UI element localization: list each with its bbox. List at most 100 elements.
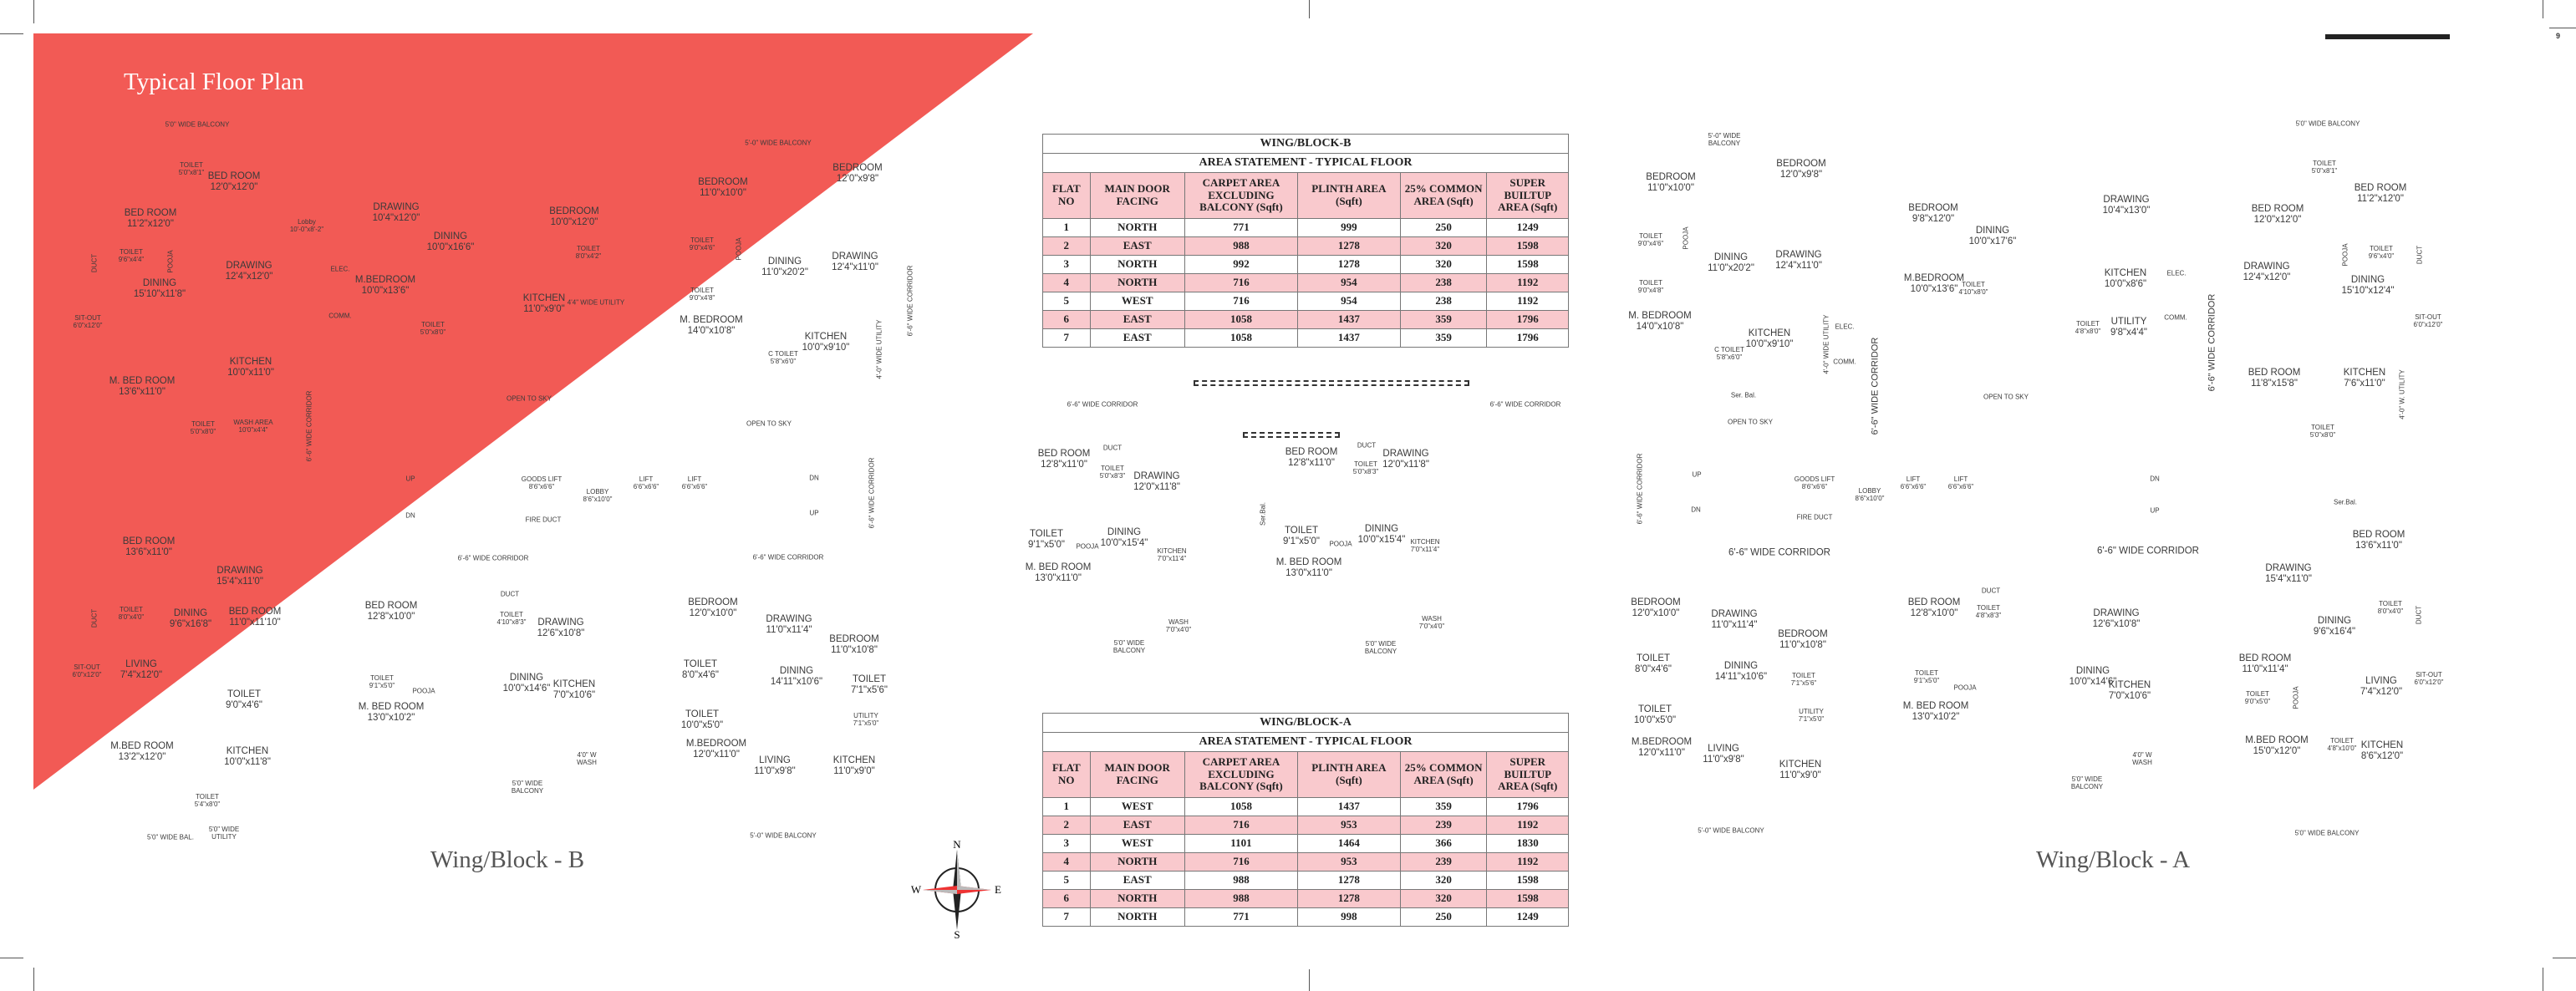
- room-dimension: 6'6"x6'6": [1900, 483, 1927, 490]
- room-name: UTILITY: [1799, 707, 1824, 715]
- table-cell: 999: [1297, 218, 1401, 237]
- room-label: 5'-0" WIDE BALCONY: [1698, 826, 1764, 834]
- table-title: WING/BLOCK-A: [1042, 713, 1569, 733]
- room-name: M. BED ROOM: [109, 375, 176, 386]
- room-label: TOILET 10'0"x5'0": [681, 709, 723, 731]
- room-name: DRAWING: [1382, 448, 1429, 459]
- room-dimension: 7'1"x5'6": [851, 685, 888, 695]
- room-dimension: 6'0"x12'0": [2413, 321, 2443, 328]
- room-name: WASH: [1168, 617, 1189, 626]
- room-name: BED ROOM: [228, 606, 282, 617]
- table-title: WING/BLOCK-B: [1042, 134, 1569, 154]
- room-dimension: 10'0"x12'0": [550, 217, 598, 227]
- room-dimension: 9'0"x4'8": [689, 294, 715, 302]
- room-label: BED ROOM 12'0"x12'0": [2252, 204, 2304, 226]
- room-name: KITCHEN: [1157, 546, 1187, 555]
- room-label: TOILET 9'6"x4'0": [2369, 245, 2395, 260]
- room-name: SIT-OUT: [2415, 313, 2441, 321]
- room-dimension: 6'6"x6'6": [1947, 483, 1974, 490]
- table-cell: 359: [1399, 797, 1488, 816]
- room-name: 5'0" WIDE: [512, 779, 543, 787]
- room-name: LIVING: [125, 658, 157, 669]
- room-name: COMM.: [1833, 358, 1856, 366]
- room-label: BEDROOM 12'0"x10'0": [1631, 597, 1680, 619]
- room-label: WASH AREA 10'0"x4'4": [233, 419, 272, 434]
- room-label: DUCT: [1103, 444, 1122, 451]
- room-label: 5'0" WIDE BALCONY: [1113, 639, 1145, 654]
- room-dimension: 12'0"x10'0": [689, 608, 737, 618]
- room-name: TOILET: [1962, 280, 1985, 288]
- room-dimension: 11'0"x9'0": [1779, 770, 1821, 780]
- room-name: BED ROOM: [124, 207, 177, 218]
- room-name: KITCHEN: [229, 356, 272, 367]
- room-label: 4'0" W WASH: [577, 751, 597, 766]
- table-cell: 320: [1399, 871, 1488, 890]
- room-label: POOJA: [412, 687, 435, 694]
- table-row: 6 NORTH 988 1278 320 1598: [1042, 889, 1569, 908]
- room-name: 5'0" WIDE BALCONY: [2294, 829, 2360, 837]
- table-cell: 1249: [1486, 907, 1569, 927]
- room-name: 4'-0" WIDE UTILITY: [875, 319, 883, 379]
- room-dimension: 7'0"x4'0": [1418, 623, 1445, 630]
- room-label: 5'0" WIDE BALCONY: [512, 780, 543, 795]
- room-dimension: 12'8"x11'0": [1288, 458, 1335, 468]
- room-dimension: 11'0"x10'8": [1779, 640, 1826, 650]
- room-label: POOJA: [2292, 686, 2299, 709]
- column-header: CARPET AREA EXCLUDING BALCONY (Sqft): [1184, 172, 1299, 219]
- room-label: TOILET 5'0"x8'0": [2310, 424, 2336, 439]
- room-dimension: 7'1"x5'6": [1790, 679, 1817, 687]
- room-label: 6'-6" WIDE CORRIDOR: [1490, 400, 1561, 408]
- table-cell: 250: [1399, 218, 1488, 237]
- room-dimension: 12'6"x10'8": [537, 628, 585, 638]
- column-header: FLAT NO: [1042, 172, 1091, 219]
- room-label: BEDROOM 12'0"x9'8": [1776, 159, 1825, 180]
- room-name: LIVING: [2365, 675, 2397, 686]
- room-name: M. BED ROOM: [1275, 556, 1342, 567]
- column-header: FLAT NO: [1042, 751, 1091, 798]
- room-dimension: 9'6"x4'0": [2368, 252, 2395, 260]
- table-cell: 1598: [1486, 255, 1569, 274]
- room-dimension: 6'0"x12'0": [73, 322, 103, 329]
- room-name: ELEC.: [2166, 269, 2187, 277]
- table-cell: 771: [1184, 907, 1299, 927]
- room-label: DINING 14'11"x10'6": [771, 666, 822, 688]
- room-dimension: 7'4"x12'0": [120, 670, 163, 680]
- room-dimension: 10'0"x4'4": [238, 426, 268, 434]
- room-name: DINING: [2350, 274, 2385, 285]
- room-label: DUCT: [501, 590, 519, 597]
- room-label: LOBBY 8'6"x10'0": [1856, 487, 1885, 502]
- room-label: TOILET 9'1"x5'0": [1028, 529, 1065, 551]
- room-label: SIT-OUT 6'0"x12'0": [73, 663, 102, 678]
- room-dimension: 12'0"x11'0": [693, 750, 740, 760]
- room-label: 6'-6" WIDE CORRIDOR: [1067, 400, 1138, 408]
- room-label: DINING 10'0"x14'6": [2069, 666, 2117, 688]
- room-label: DUCT: [2415, 606, 2422, 624]
- room-name: TOILET: [1639, 231, 1662, 240]
- room-label: SIT-OUT 6'0"x12'0": [74, 314, 103, 329]
- room-name: FIRE DUCT: [525, 516, 562, 524]
- table-cell: EAST: [1089, 816, 1185, 835]
- room-name: 5'0" WIDE BALCONY: [165, 120, 230, 129]
- room-name: Ser.Bal.: [1259, 501, 1267, 526]
- room-label: TOILET 4'10"x8'0": [1959, 281, 1988, 296]
- room-dimension: 8'6"x6'6": [528, 483, 555, 490]
- room-label: TOILET 4'8"x8'3": [1976, 604, 2002, 619]
- room-name: TOILET: [1915, 668, 1938, 677]
- room-name: BED ROOM: [207, 170, 261, 181]
- room-dimension: 10'0"x9'10": [1745, 339, 1794, 349]
- room-name: OPEN TO SKY: [507, 394, 552, 403]
- room-dimension: 8'0"x4'6": [682, 670, 719, 680]
- room-name: ELEC.: [330, 265, 350, 273]
- room-label: 4'-0" W. UTILITY: [2398, 369, 2405, 419]
- room-name: 6'-6" WIDE CORRIDOR: [457, 554, 529, 562]
- room-label: 6'-6" WIDE CORRIDOR: [305, 391, 313, 462]
- room-name: POOJA: [2341, 243, 2349, 267]
- room-label: LIFT 6'6"x6'6": [1948, 475, 1974, 490]
- room-label: DINING 11'0"x20'2": [761, 257, 808, 278]
- room-label: TOILET 9'6"x4'4": [119, 248, 145, 263]
- room-label: LOBBY 8'6"x10'0": [583, 488, 613, 503]
- table-cell: EAST: [1089, 310, 1185, 329]
- room-dimension: 14'11"x10'6": [770, 677, 823, 687]
- room-name: 5'-0" WIDE BALCONY: [750, 831, 817, 840]
- room-dimension: 7'1"x5'0": [853, 719, 879, 727]
